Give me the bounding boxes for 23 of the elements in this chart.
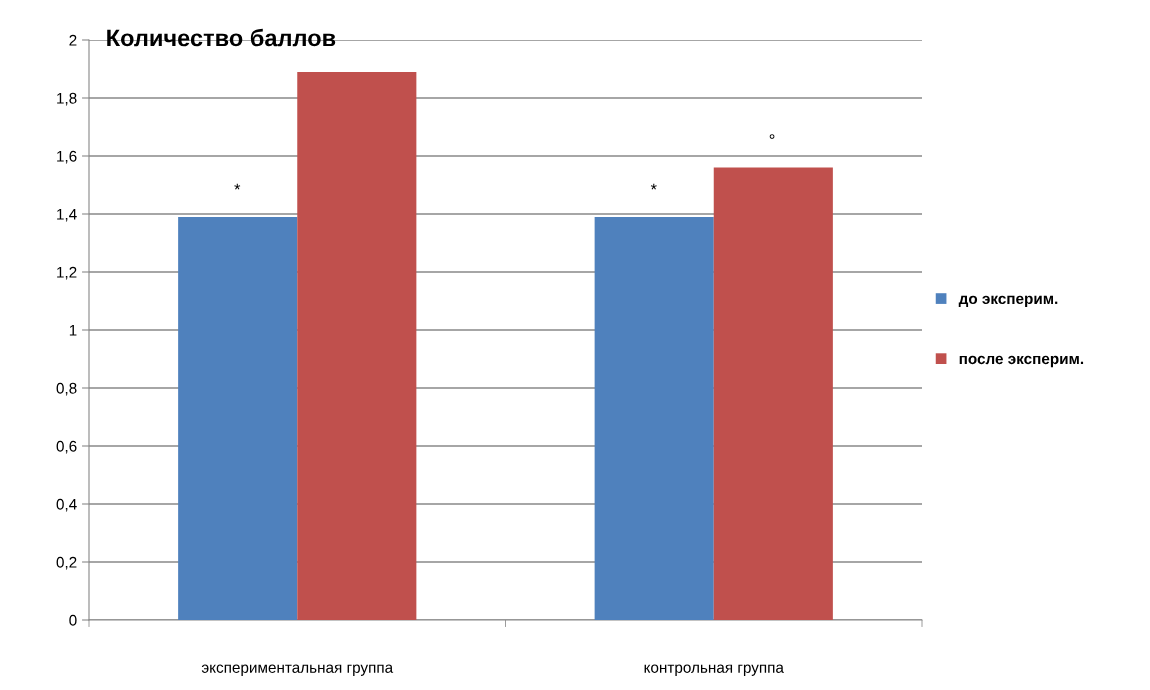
bar xyxy=(178,216,298,620)
y-tick-label: 1,8 xyxy=(57,92,77,106)
y-tick-label: 0,6 xyxy=(56,440,77,454)
x-tick-label: контрольная группа xyxy=(644,664,784,676)
y-tick-label: 1,6 xyxy=(57,150,77,164)
annotation: * xyxy=(650,183,657,190)
legend-label: после эксперим. xyxy=(959,355,1084,368)
y-tick-label: 2 xyxy=(69,34,77,46)
y-tick-label: 1,4 xyxy=(57,209,77,222)
y-tick-label: 1,2 xyxy=(57,266,77,280)
x-tick-label: экспериментальная группа xyxy=(201,664,394,676)
legend-label: до эксперим. xyxy=(958,295,1058,308)
y-tick-label: 0 xyxy=(69,614,77,626)
bar xyxy=(594,216,714,620)
annotation: ° xyxy=(769,134,775,139)
bar xyxy=(297,71,417,620)
y-tick-label: 0,8 xyxy=(56,382,77,396)
y-tick-label: 0,2 xyxy=(56,556,77,570)
y-tick-label: 0,4 xyxy=(56,498,77,512)
annotation: * xyxy=(234,183,241,190)
bar xyxy=(713,167,833,620)
chart-title: Количество баллов xyxy=(107,28,336,47)
y-tick-label: 1 xyxy=(69,325,77,336)
